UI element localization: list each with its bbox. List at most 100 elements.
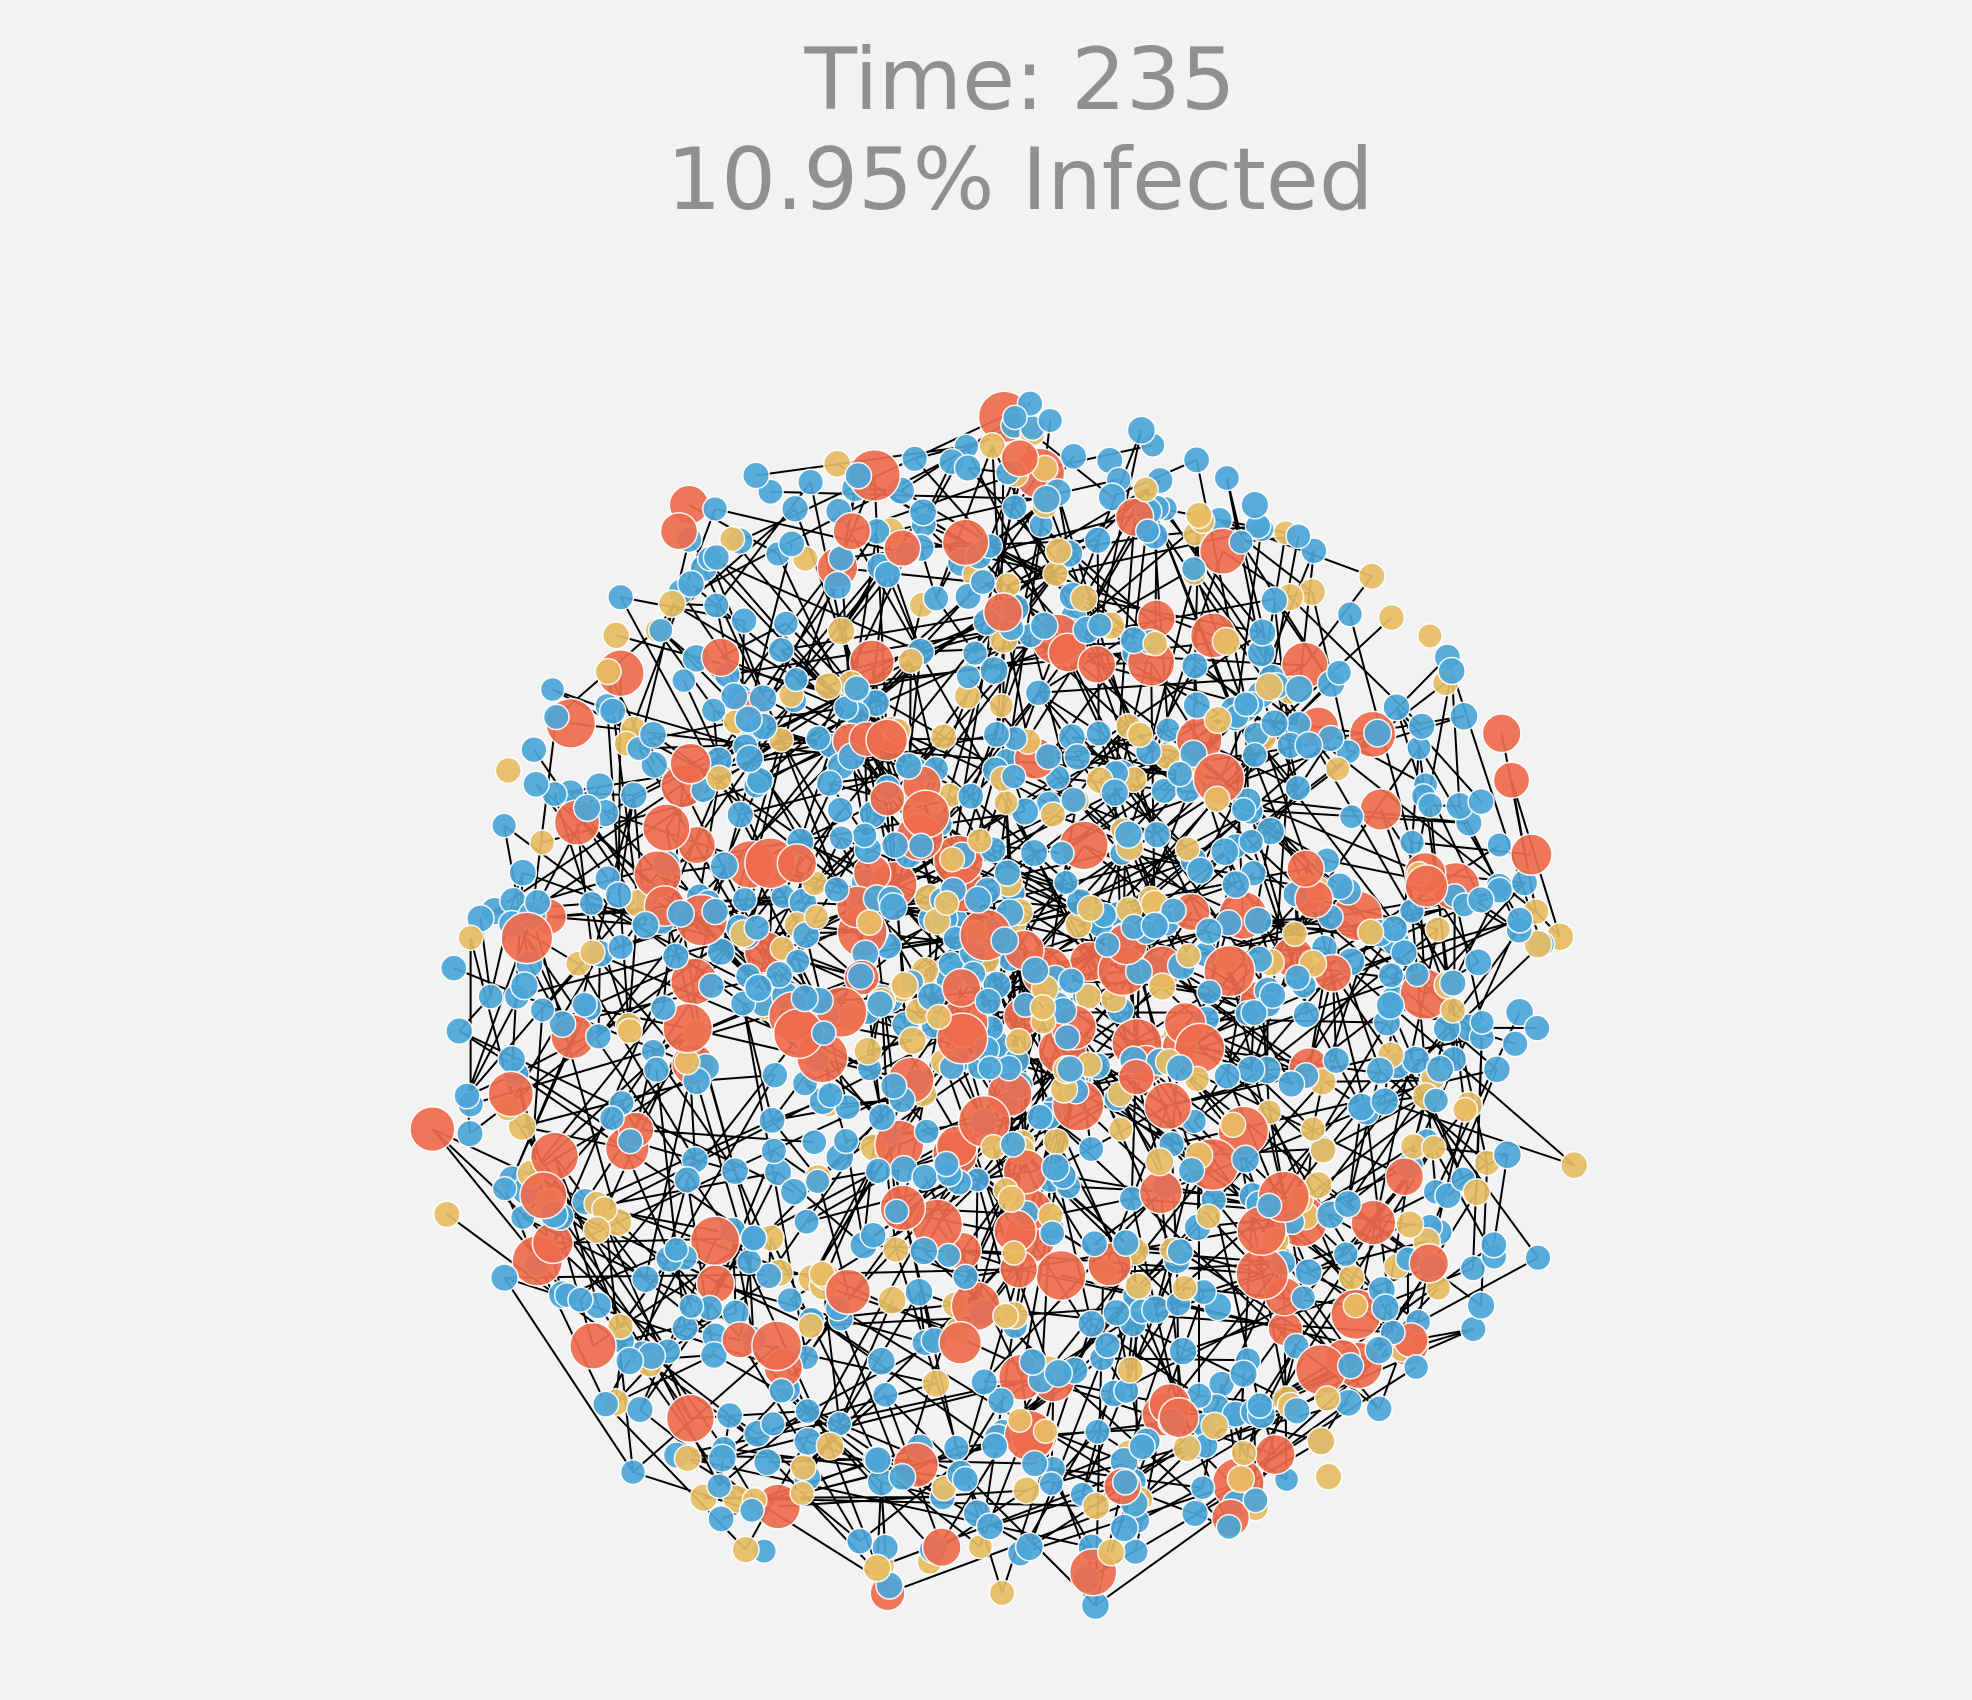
- network-node-susceptible: [987, 1386, 1016, 1415]
- network-node-susceptible: [1085, 720, 1113, 747]
- network-node-susceptible: [1126, 415, 1157, 446]
- network-node-susceptible: [1230, 1144, 1261, 1174]
- network-node-recovered: [719, 525, 746, 553]
- network-node-susceptible: [933, 1150, 960, 1178]
- network-node-susceptible: [1380, 914, 1409, 943]
- network-node-susceptible: [980, 1432, 1009, 1460]
- network-node-susceptible: [1260, 586, 1289, 615]
- network-node-susceptible: [1228, 529, 1254, 555]
- network-node-susceptible: [1434, 1181, 1462, 1210]
- network-node-recovered: [997, 1184, 1026, 1213]
- network-node-susceptible: [1166, 760, 1194, 788]
- network-node-infected: [883, 529, 922, 568]
- network-edge: [1282, 1022, 1388, 1198]
- network-edge: [536, 1260, 607, 1405]
- network-node-susceptible: [990, 926, 1020, 956]
- network-node-susceptible: [1181, 652, 1209, 680]
- network-node-recovered: [1144, 1146, 1175, 1177]
- network-node-infected: [824, 1268, 872, 1315]
- network-node-recovered: [1203, 705, 1233, 735]
- network-node-susceptible: [1492, 1140, 1523, 1170]
- network-node-susceptible: [1049, 840, 1075, 867]
- network-node-recovered: [1175, 942, 1202, 969]
- network-node-recovered: [789, 1454, 817, 1482]
- network-node-susceptible: [678, 1293, 705, 1320]
- network-node-susceptible: [491, 1175, 518, 1202]
- network-node-susceptible: [604, 880, 633, 910]
- network-node-susceptible: [867, 1103, 897, 1132]
- network-node-susceptible: [619, 781, 648, 810]
- network-node-susceptible: [955, 663, 982, 690]
- network-node-recovered: [1203, 785, 1231, 813]
- network-node-susceptible: [706, 937, 736, 967]
- network-node-susceptible: [640, 750, 669, 779]
- network-node-recovered: [1314, 1462, 1343, 1491]
- network-edge: [1195, 459, 1247, 705]
- network-node-susceptible: [1504, 997, 1535, 1028]
- network-node-susceptible: [1128, 1432, 1156, 1461]
- network-node-susceptible: [873, 560, 902, 589]
- time-label: Time: 235: [804, 30, 1236, 130]
- network-node-susceptible: [1166, 1237, 1194, 1266]
- network-node-recovered: [877, 1285, 908, 1316]
- network-node-infected: [941, 518, 990, 567]
- network-node-recovered: [1309, 1136, 1337, 1165]
- network-node-susceptible: [1141, 1295, 1171, 1325]
- network-node-susceptible: [706, 1472, 733, 1500]
- network-node-recovered: [1452, 1096, 1479, 1123]
- network-node-susceptible: [1180, 1499, 1210, 1528]
- network-node-infected: [1359, 788, 1403, 831]
- network-node-susceptible: [1404, 961, 1430, 988]
- network-node-susceptible: [942, 1434, 970, 1462]
- network-node-susceptible: [731, 886, 758, 913]
- network-node-susceptible: [598, 697, 627, 725]
- network-node-susceptible: [1438, 969, 1467, 998]
- network-node-recovered: [1029, 994, 1057, 1021]
- network-node-susceptible: [1029, 611, 1059, 641]
- network-node-susceptible: [1019, 838, 1049, 868]
- network-node-recovered: [897, 647, 925, 675]
- network-node-infected: [642, 803, 691, 852]
- network-node-susceptible: [779, 1177, 809, 1206]
- network-node-susceptible: [859, 1221, 887, 1249]
- network-edge: [1121, 852, 1319, 891]
- network-node-susceptible: [1168, 1336, 1198, 1366]
- network-node-recovered: [898, 1026, 927, 1056]
- network-node-susceptible: [709, 850, 739, 881]
- network-node-recovered: [606, 1312, 635, 1341]
- network-node-infected: [1384, 1156, 1425, 1197]
- network-node-susceptible: [456, 1119, 484, 1148]
- network-edge: [840, 1318, 904, 1478]
- network-edge: [1492, 1154, 1509, 1245]
- network-edge: [838, 1299, 894, 1425]
- network-node-recovered: [1124, 1272, 1153, 1301]
- network-edge: [1050, 1197, 1132, 1217]
- network-node-recovered: [925, 1003, 952, 1031]
- network-node-recovered: [1337, 1263, 1366, 1292]
- network-node-susceptible: [982, 720, 1011, 749]
- network-node-susceptible: [1390, 938, 1418, 967]
- network-node-recovered: [862, 1553, 892, 1583]
- network-node-susceptible: [1230, 796, 1257, 823]
- network-node-susceptible: [736, 1248, 763, 1275]
- network-node-susceptible: [907, 832, 935, 859]
- network-node-susceptible: [661, 942, 690, 971]
- network-node-susceptible: [1102, 1298, 1131, 1327]
- network-node-susceptible: [1467, 787, 1495, 816]
- network-edge: [668, 1257, 812, 1327]
- network-node-susceptible: [1382, 693, 1411, 722]
- network-node-susceptible: [909, 1236, 939, 1266]
- network-node-susceptible: [1140, 911, 1170, 941]
- network-node-susceptible: [1365, 1395, 1393, 1423]
- network-node-susceptible: [1232, 691, 1260, 718]
- network-node-recovered: [432, 1200, 461, 1229]
- network-node-susceptible: [1026, 1103, 1054, 1131]
- network-node-susceptible: [1213, 1062, 1241, 1090]
- network-node-infected: [487, 1070, 535, 1118]
- network-node-susceptible: [864, 1157, 892, 1185]
- network-node-susceptible: [1277, 1069, 1306, 1099]
- network-node-susceptible: [1182, 690, 1212, 720]
- network-node-susceptible: [1322, 1046, 1351, 1075]
- network-node-recovered: [601, 621, 631, 650]
